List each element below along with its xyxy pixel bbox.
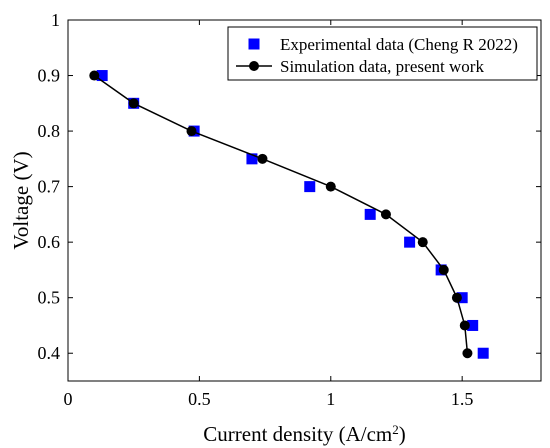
x-tick-label: 0.5 xyxy=(188,389,211,409)
data-point-circle xyxy=(417,237,428,248)
series-layer xyxy=(89,70,489,359)
data-point-square xyxy=(364,208,376,220)
legend-label: Simulation data, present work xyxy=(280,57,484,76)
data-point-circle xyxy=(257,153,268,164)
axes-layer: 0 0.5 1 1.5 0.4 0.5 0.6 0.7 0.8 0.9 1 xyxy=(38,10,542,409)
y-axis-label: Voltage (V) xyxy=(9,151,33,249)
x-tick-label: 1.5 xyxy=(451,389,474,409)
data-point-circle xyxy=(459,320,470,331)
y-tick-label: 0.4 xyxy=(38,343,61,363)
y-tick-label: 0.5 xyxy=(38,288,61,308)
data-point-circle xyxy=(128,98,139,109)
y-tick-label: 0.6 xyxy=(38,232,61,252)
data-point-circle xyxy=(438,264,449,275)
legend: Experimental data (Cheng R 2022) Simulati… xyxy=(227,26,538,81)
y-tick-label: 0.8 xyxy=(38,121,61,141)
data-point-square xyxy=(456,292,468,304)
legend-box xyxy=(227,26,538,81)
legend-marker-circle xyxy=(249,61,259,71)
data-point-square xyxy=(304,181,316,193)
x-tick-label: 1 xyxy=(326,389,335,409)
y-tick-label: 0.7 xyxy=(38,177,61,197)
x-axis-label: Current density (A/cm2) xyxy=(203,422,405,447)
data-point-circle xyxy=(451,292,462,303)
legend-marker-square xyxy=(248,38,260,50)
data-point-square xyxy=(404,236,416,248)
data-point-circle xyxy=(462,348,473,359)
x-axis-label-main: Current density (A/cm xyxy=(203,422,392,446)
data-point-square xyxy=(246,153,258,165)
series-2 xyxy=(89,70,473,359)
x-tick-label: 0 xyxy=(64,389,73,409)
data-point-square xyxy=(96,70,108,82)
data-point-circle xyxy=(380,209,391,220)
x-axis-label-tail: ) xyxy=(399,422,406,446)
data-point-square xyxy=(477,347,489,359)
y-tick-label: 1 xyxy=(51,10,60,30)
axes-frame xyxy=(67,19,542,382)
data-point-circle xyxy=(325,181,336,192)
x-axis-label-superscript: 2 xyxy=(392,422,399,437)
data-point-circle xyxy=(89,70,100,81)
data-point-square xyxy=(467,319,479,331)
y-tick-label: 0.9 xyxy=(38,66,61,86)
legend-label: Experimental data (Cheng R 2022) xyxy=(280,35,518,54)
data-point-circle xyxy=(186,126,197,137)
